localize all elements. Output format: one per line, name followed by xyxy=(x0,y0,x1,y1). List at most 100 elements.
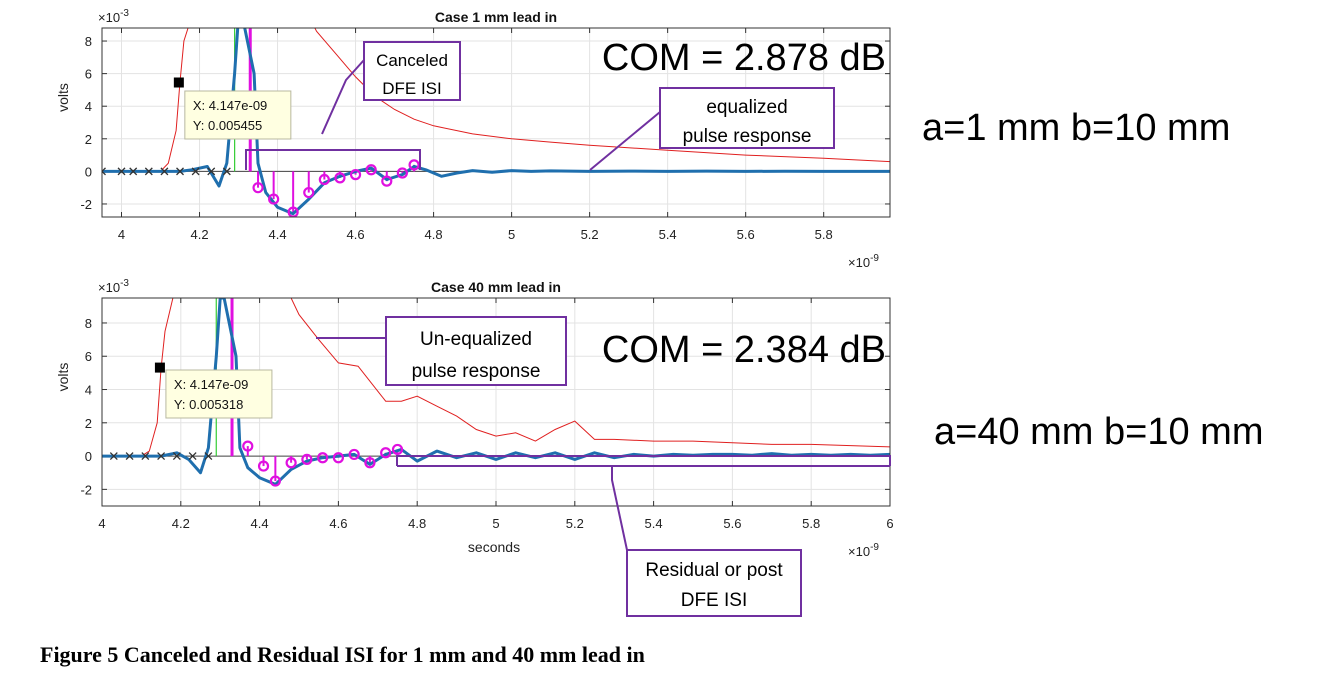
y-tick-label: 6 xyxy=(85,67,92,82)
x-exponent-power: -9 xyxy=(870,542,879,553)
precursor-marker xyxy=(191,167,200,176)
case-label: a=40 mm b=10 mm xyxy=(934,411,1263,453)
callout-unequalized-pulse-response-text: Un-equalized xyxy=(420,329,532,350)
unequalized-pulse-line xyxy=(102,298,890,457)
data-tip-x: X: 4.147e-09 xyxy=(174,377,248,392)
callout-equalized-pulse-response: equalized pulse response xyxy=(589,87,835,171)
x-tick-label: 4.2 xyxy=(190,227,208,242)
dfe-cursor-marker xyxy=(303,186,315,199)
x-tick-label: 4.4 xyxy=(251,516,269,531)
precursor-marker xyxy=(144,167,153,176)
unequalized-pulse-line xyxy=(102,28,890,172)
dfe-cursor-marker xyxy=(380,447,392,459)
data-tip: X: 4.147e-09 Y: 0.005455 xyxy=(184,90,292,140)
precursor-marker xyxy=(129,167,138,176)
precursor-marker xyxy=(160,167,169,176)
y-tick-label: 2 xyxy=(85,416,92,431)
y-tick-label: 4 xyxy=(85,383,92,398)
callout-residual-post-dfe-isi-text: Residual or post xyxy=(645,560,783,581)
y-tick-label: 2 xyxy=(85,132,92,147)
x-tick-label: 4.4 xyxy=(269,227,287,242)
y-axis-label: volts xyxy=(55,83,71,112)
x-tick-label: 5.6 xyxy=(737,227,755,242)
precursor-marker xyxy=(172,452,181,461)
dfe-cursor-marker xyxy=(269,475,281,487)
data-tip-box xyxy=(165,369,273,419)
plot-title: Case 1 mm lead in xyxy=(435,9,557,25)
callout-residual-bracket xyxy=(396,455,891,467)
precursor-marker xyxy=(188,452,197,461)
data-tip-marker xyxy=(154,362,165,373)
dfe-cursor-marker xyxy=(242,440,254,452)
dfe-cursor-marker xyxy=(257,460,270,472)
dfe-cursor-marker xyxy=(391,443,404,456)
precursor-marker xyxy=(109,452,118,461)
dfe-cursor-marker xyxy=(381,175,393,187)
dfe-cursor-marker xyxy=(285,457,297,469)
callout-unequalized-pulse-response-text: pulse response xyxy=(412,361,541,382)
dfe-cursor-marker xyxy=(365,164,377,176)
x-tick-label: 4.8 xyxy=(408,516,426,531)
y-tick-label: -2 xyxy=(80,197,92,212)
y-exponent-label: ×10-3 xyxy=(98,278,129,295)
precursor-marker xyxy=(207,167,216,176)
x-tick-label: 5.6 xyxy=(723,516,741,531)
y-axis-label: volts xyxy=(55,363,71,392)
x-tick-label: 4 xyxy=(98,516,105,531)
data-tip-box xyxy=(184,90,292,140)
com-label: COM = 2.878 dB xyxy=(602,37,886,79)
data-tip-x: X: 4.147e-09 xyxy=(193,98,267,113)
x-exponent-label: ×10-9 xyxy=(848,542,879,559)
callout-unequalized-pulse-response: Un-equalized pulse response xyxy=(316,316,567,386)
dfe-cursor-marker xyxy=(317,452,329,464)
x-tick-label: 5 xyxy=(492,516,499,531)
dfe-cursor-marker xyxy=(349,169,362,181)
x-tick-label: 4 xyxy=(118,227,125,242)
data-tip: X: 4.147e-09 Y: 0.005318 xyxy=(165,369,273,419)
callout-residual-post-dfe-isi: Residual or post DFE ISI xyxy=(396,455,891,617)
y-tick-label: 0 xyxy=(85,449,92,464)
precursor-marker xyxy=(117,167,126,176)
dfe-cursor-marker xyxy=(318,173,330,186)
case-label: a=1 mm b=10 mm xyxy=(922,107,1230,149)
dfe-cursor-marker xyxy=(301,453,313,466)
plot-title: Case 40 mm lead in xyxy=(431,279,561,295)
x-tick-label: 5.2 xyxy=(566,516,584,531)
callout-equalized-leader xyxy=(589,111,661,171)
x-axis-label: seconds xyxy=(468,539,520,555)
precursor-marker xyxy=(125,452,134,461)
y-tick-label: 0 xyxy=(85,164,92,179)
precursor-marker xyxy=(176,167,184,176)
x-exponent-power: -9 xyxy=(870,253,879,264)
x-tick-label: 5.4 xyxy=(645,516,663,531)
y-exponent-power: -3 xyxy=(120,278,129,289)
dfe-cursor-marker xyxy=(348,448,360,461)
plot-bottom: 4 4.2 4.4 4.6 4.8 5 5.2 5.4 5.6 5.8 6 8 6 4 2 0 -2 ×10-3 ×… xyxy=(55,278,1263,559)
x-tick-label: 5.8 xyxy=(815,227,833,242)
callout-equalized-pulse-response-box xyxy=(659,87,835,149)
precursor-marker xyxy=(222,167,231,176)
precursor-marker xyxy=(141,452,150,461)
callout-canceled-dfe-isi-text: Canceled xyxy=(376,51,448,70)
x-tick-label: 4.2 xyxy=(172,516,190,531)
data-tip-marker xyxy=(173,77,184,88)
callout-canceled-dfe-isi-box xyxy=(363,41,461,101)
x-tick-label: 5.8 xyxy=(802,516,820,531)
dfe-cursor-marker xyxy=(332,452,344,464)
callout-canceled-dfe-isi-text: DFE ISI xyxy=(382,79,442,98)
x-tick-label: 4.6 xyxy=(329,516,347,531)
y-tick-label: 8 xyxy=(85,34,92,49)
callout-residual-post-dfe-isi-box xyxy=(626,549,802,617)
callout-residual-leader xyxy=(611,466,628,551)
x-exponent-label: ×10-9 xyxy=(848,253,879,270)
callout-residual-post-dfe-isi-text: DFE ISI xyxy=(681,590,748,611)
callout-canceled-dfe-isi: Canceled DFE ISI xyxy=(245,41,461,170)
y-tick-label: 8 xyxy=(85,316,92,331)
com-label: COM = 2.384 dB xyxy=(602,329,886,371)
y-exponent-power: -3 xyxy=(120,8,129,19)
callout-equalized-pulse-response-text: equalized xyxy=(706,97,787,118)
callout-equalized-pulse-response-text: pulse response xyxy=(683,126,812,147)
x-tick-label: 4.6 xyxy=(347,227,365,242)
callout-canceled-dfe-isi-bracket xyxy=(245,149,421,170)
